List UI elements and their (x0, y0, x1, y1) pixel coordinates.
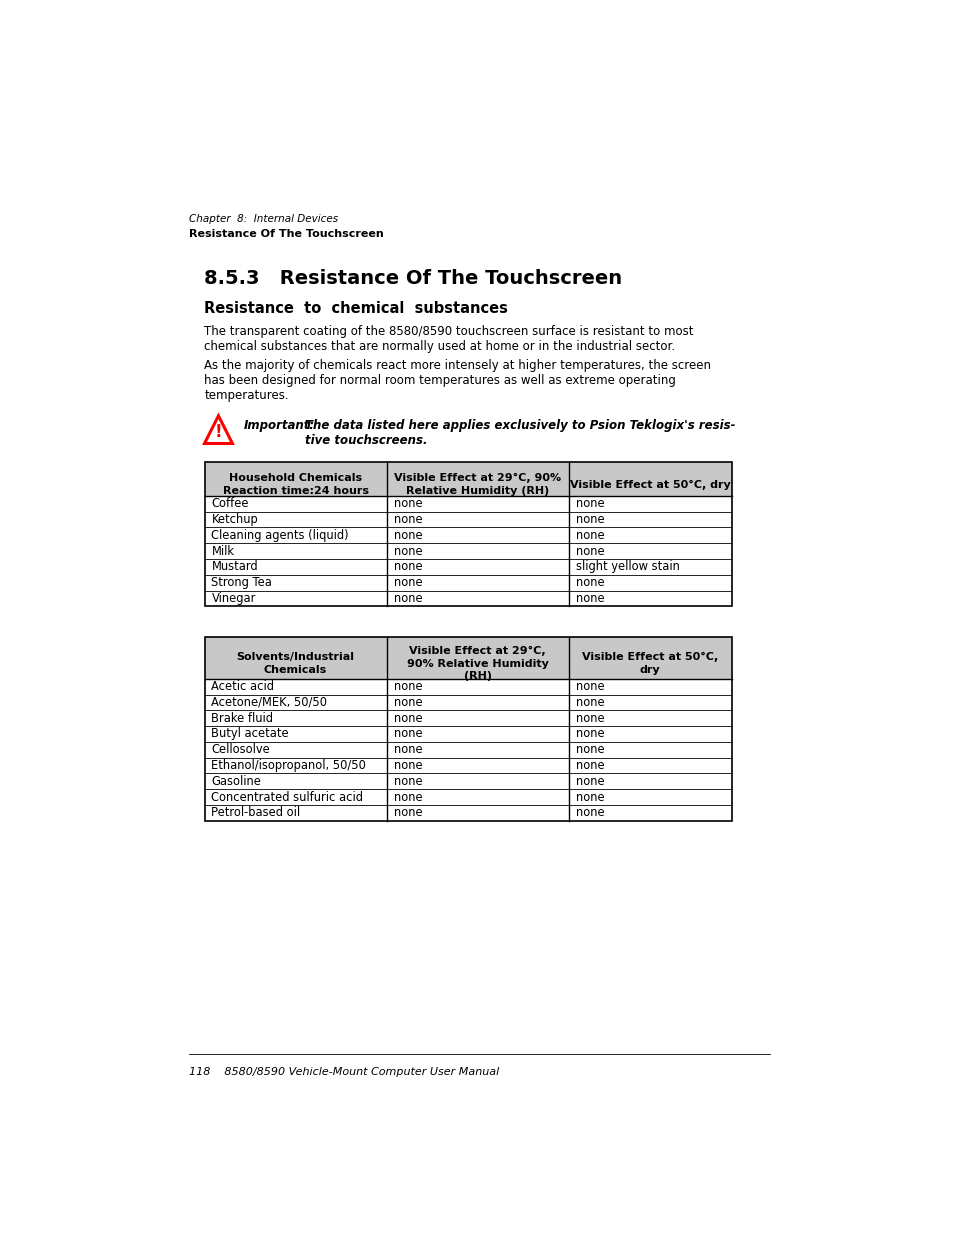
Bar (204, 773, 731, 789)
Text: none: none (394, 760, 422, 772)
Text: Milk: Milk (212, 545, 234, 558)
Text: Visible Effect at 50°C, dry: Visible Effect at 50°C, dry (569, 479, 730, 490)
Text: none: none (394, 711, 422, 725)
Text: Petrol-based oil: Petrol-based oil (212, 806, 300, 819)
Text: Visible Effect at 50°C,: Visible Effect at 50°C, (581, 652, 718, 662)
Text: none: none (394, 513, 422, 526)
Text: Resistance Of The Touchscreen: Resistance Of The Touchscreen (189, 228, 383, 240)
Text: has been designed for normal room temperatures as well as extreme operating: has been designed for normal room temper… (204, 374, 676, 388)
Text: The transparent coating of the 8580/8590 touchscreen surface is resistant to mos: The transparent coating of the 8580/8590… (204, 325, 693, 337)
Text: Visible Effect at 29°C,: Visible Effect at 29°C, (409, 646, 545, 656)
Bar (204, 726, 731, 742)
Text: none: none (575, 545, 603, 558)
Text: Ethanol/isopropanol, 50/50: Ethanol/isopropanol, 50/50 (212, 760, 366, 772)
Text: tive touchscreens.: tive touchscreens. (305, 435, 427, 447)
Text: Solvents/Industrial: Solvents/Industrial (236, 652, 355, 662)
Text: Chemicals: Chemicals (264, 666, 327, 676)
Text: Cellosolve: Cellosolve (212, 743, 270, 756)
Bar (204, 789, 731, 805)
Text: none: none (394, 561, 422, 573)
Bar (204, 694, 731, 710)
Text: Acetone/MEK, 50/50: Acetone/MEK, 50/50 (212, 695, 327, 709)
Text: none: none (575, 592, 603, 605)
Bar (204, 710, 731, 726)
Text: The data listed here applies exclusively to Psion Teklogix's resis-: The data listed here applies exclusively… (305, 419, 735, 432)
Text: Coffee: Coffee (212, 498, 249, 510)
Text: none: none (575, 806, 603, 819)
Text: dry: dry (639, 666, 659, 676)
Text: Brake fluid: Brake fluid (212, 711, 274, 725)
Bar (204, 462, 731, 496)
Text: none: none (394, 529, 422, 542)
Text: none: none (394, 577, 422, 589)
Text: none: none (394, 498, 422, 510)
Bar (204, 742, 731, 757)
Text: Butyl acetate: Butyl acetate (212, 727, 289, 741)
Text: none: none (575, 513, 603, 526)
Text: Resistance  to  chemical  substances: Resistance to chemical substances (204, 301, 508, 316)
Text: Concentrated sulfuric acid: Concentrated sulfuric acid (212, 790, 363, 804)
Text: none: none (394, 727, 422, 741)
Text: Reaction time:24 hours: Reaction time:24 hours (222, 487, 368, 496)
Text: Household Chemicals: Household Chemicals (229, 473, 362, 483)
Text: Acetic acid: Acetic acid (212, 680, 274, 693)
Bar (204, 527, 731, 543)
Text: slight yellow stain: slight yellow stain (575, 561, 679, 573)
Text: 118    8580/8590 Vehicle-Mount Computer User Manual: 118 8580/8590 Vehicle-Mount Computer Use… (189, 1067, 498, 1077)
Text: none: none (575, 743, 603, 756)
Text: Important:: Important: (243, 419, 314, 432)
Text: none: none (394, 545, 422, 558)
Polygon shape (204, 416, 233, 443)
Text: none: none (394, 592, 422, 605)
Text: none: none (575, 774, 603, 788)
Text: Ketchup: Ketchup (212, 513, 258, 526)
Text: none: none (575, 680, 603, 693)
Text: Relative Humidity (RH): Relative Humidity (RH) (406, 487, 549, 496)
Text: none: none (575, 760, 603, 772)
Text: none: none (394, 743, 422, 756)
Bar (204, 574, 731, 590)
Text: temperatures.: temperatures. (204, 389, 289, 403)
Text: none: none (575, 727, 603, 741)
Bar (204, 559, 731, 574)
Text: none: none (575, 790, 603, 804)
Bar (204, 543, 731, 559)
Text: none: none (575, 498, 603, 510)
Text: none: none (394, 790, 422, 804)
Bar (204, 511, 731, 527)
Bar (204, 590, 731, 606)
Text: Gasoline: Gasoline (212, 774, 261, 788)
Text: Vinegar: Vinegar (212, 592, 255, 605)
Bar (204, 805, 731, 821)
Text: (RH): (RH) (463, 672, 491, 682)
Text: none: none (394, 774, 422, 788)
Text: Mustard: Mustard (212, 561, 258, 573)
Text: 8.5.3   Resistance Of The Touchscreen: 8.5.3 Resistance Of The Touchscreen (204, 269, 622, 288)
Bar (204, 496, 731, 511)
Text: !: ! (214, 422, 222, 441)
Text: none: none (575, 695, 603, 709)
Bar (204, 637, 731, 821)
Bar (204, 637, 731, 679)
Bar (204, 679, 731, 694)
Text: none: none (575, 529, 603, 542)
Text: Visible Effect at 29°C, 90%: Visible Effect at 29°C, 90% (394, 473, 560, 483)
Text: none: none (394, 680, 422, 693)
Text: As the majority of chemicals react more intensely at higher temperatures, the sc: As the majority of chemicals react more … (204, 359, 711, 372)
Bar (204, 757, 731, 773)
Text: none: none (394, 806, 422, 819)
Text: chemical substances that are normally used at home or in the industrial sector.: chemical substances that are normally us… (204, 340, 675, 352)
Text: none: none (394, 695, 422, 709)
Text: none: none (575, 711, 603, 725)
Text: Strong Tea: Strong Tea (212, 577, 272, 589)
Text: 90% Relative Humidity: 90% Relative Humidity (406, 658, 548, 668)
Text: none: none (575, 577, 603, 589)
Text: Cleaning agents (liquid): Cleaning agents (liquid) (212, 529, 349, 542)
Bar (204, 462, 731, 606)
Text: Chapter  8:  Internal Devices: Chapter 8: Internal Devices (189, 214, 337, 224)
